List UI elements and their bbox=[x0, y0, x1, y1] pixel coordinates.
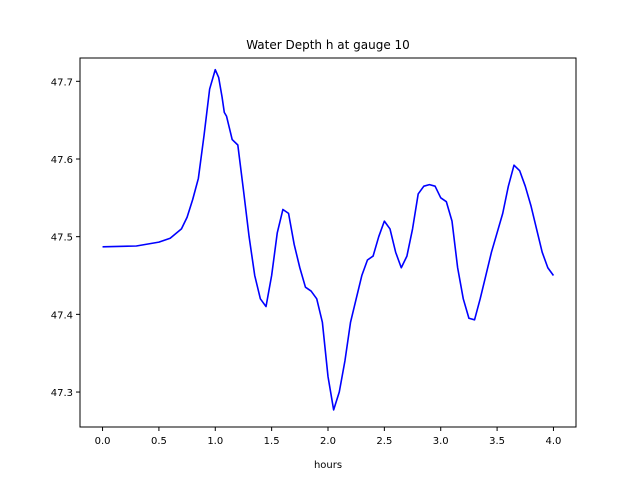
x-tick-label: 2.5 bbox=[376, 436, 392, 447]
y-tick-label: 47.4 bbox=[51, 310, 73, 321]
x-tick-label: 2.0 bbox=[320, 436, 336, 447]
x-tick-label: 3.0 bbox=[433, 436, 449, 447]
x-tick-label: 0.0 bbox=[95, 436, 111, 447]
y-tick-label: 47.3 bbox=[51, 388, 73, 399]
y-tick-label: 47.5 bbox=[51, 233, 73, 244]
x-tick-label: 1.0 bbox=[207, 436, 223, 447]
x-axis-label: hours bbox=[314, 460, 342, 471]
x-tick-label: 0.5 bbox=[151, 436, 167, 447]
plot-area bbox=[79, 57, 577, 428]
y-tick-label: 47.6 bbox=[51, 155, 73, 166]
x-tick-label: 1.5 bbox=[264, 436, 280, 447]
x-tick-label: 4.0 bbox=[546, 436, 562, 447]
x-axis: 0.0 0.5 1.0 1.5 2.0 2.5 3.0 3.5 4.0 bbox=[95, 427, 562, 447]
y-tick-label: 47.7 bbox=[51, 77, 73, 88]
chart-title: Water Depth h at gauge 10 bbox=[246, 38, 410, 52]
series-line-0 bbox=[102, 68, 555, 411]
y-axis: 47.3 47.4 47.5 47.6 47.7 bbox=[51, 77, 80, 399]
x-tick-label: 3.5 bbox=[489, 436, 505, 447]
